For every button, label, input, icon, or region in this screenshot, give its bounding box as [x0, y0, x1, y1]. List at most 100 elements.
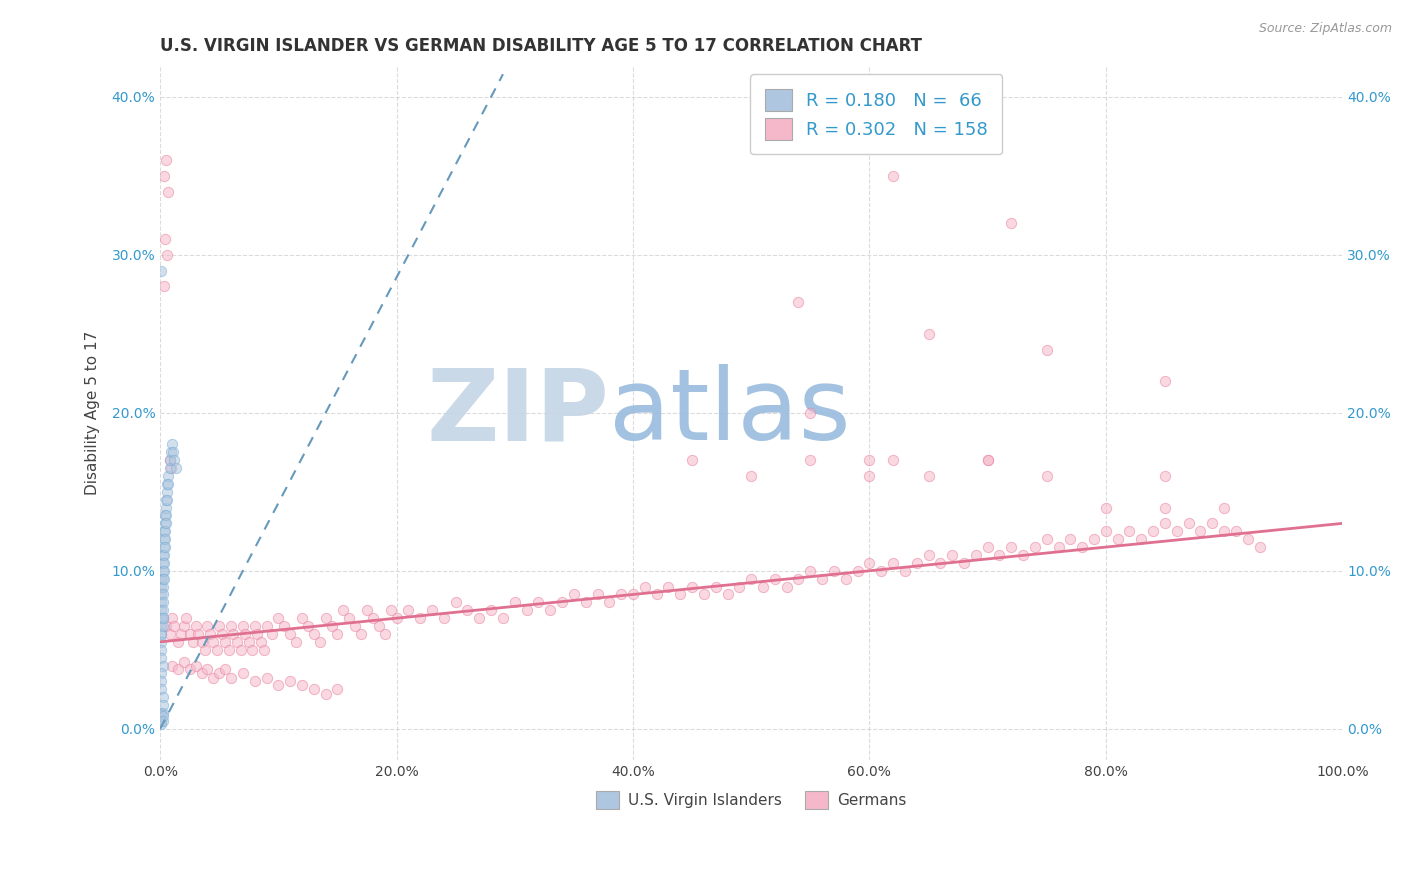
Point: [167, 662, 190, 676]
Point: [152, 619, 174, 633]
Point: [527, 595, 550, 609]
Point: [361, 611, 384, 625]
Point: [598, 595, 620, 609]
Point: [1118, 524, 1140, 539]
Point: [240, 642, 263, 657]
Point: [740, 572, 762, 586]
Point: [165, 461, 187, 475]
Point: [150, 717, 173, 731]
Point: [155, 153, 177, 167]
Point: [256, 671, 278, 685]
Point: [380, 603, 402, 617]
Point: [1083, 532, 1105, 546]
Point: [669, 587, 692, 601]
Point: [152, 556, 174, 570]
Point: [229, 642, 252, 657]
Point: [273, 619, 295, 633]
Point: [882, 556, 904, 570]
Point: [218, 642, 240, 657]
Point: [243, 619, 266, 633]
Point: [152, 169, 174, 183]
Point: [157, 476, 180, 491]
Legend: U.S. Virgin Islanders, Germans: U.S. Virgin Islanders, Germans: [591, 784, 912, 815]
Point: [988, 548, 1011, 562]
Point: [170, 627, 193, 641]
Point: [457, 603, 479, 617]
Point: [516, 603, 538, 617]
Point: [167, 635, 190, 649]
Point: [291, 677, 314, 691]
Point: [150, 666, 173, 681]
Point: [492, 611, 515, 625]
Point: [1154, 500, 1177, 515]
Point: [1107, 532, 1129, 546]
Point: [155, 508, 177, 523]
Point: [153, 532, 176, 546]
Point: [1154, 374, 1177, 388]
Point: [162, 445, 184, 459]
Point: [657, 580, 679, 594]
Point: [385, 611, 408, 625]
Text: ZIP: ZIP: [426, 364, 609, 461]
Point: [1154, 516, 1177, 531]
Point: [538, 603, 561, 617]
Point: [150, 706, 173, 720]
Point: [160, 611, 183, 625]
Point: [152, 595, 174, 609]
Point: [787, 295, 810, 310]
Point: [238, 635, 260, 649]
Point: [256, 619, 278, 633]
Point: [551, 595, 574, 609]
Point: [152, 548, 174, 562]
Point: [214, 662, 236, 676]
Point: [1154, 469, 1177, 483]
Point: [152, 709, 174, 723]
Point: [681, 580, 703, 594]
Point: [409, 611, 432, 625]
Point: [150, 635, 173, 649]
Point: [610, 587, 633, 601]
Point: [681, 453, 703, 467]
Point: [1035, 469, 1057, 483]
Point: [152, 556, 174, 570]
Point: [159, 461, 181, 475]
Point: [150, 580, 173, 594]
Point: [150, 595, 173, 609]
Point: [337, 611, 360, 625]
Point: [187, 627, 209, 641]
Point: [150, 627, 173, 641]
Point: [190, 666, 212, 681]
Point: [155, 516, 177, 531]
Point: [159, 453, 181, 467]
Point: [152, 548, 174, 562]
Point: [208, 666, 231, 681]
Point: [1035, 532, 1057, 546]
Point: [278, 627, 301, 641]
Point: [326, 627, 349, 641]
Point: [219, 619, 242, 633]
Point: [150, 627, 173, 641]
Point: [246, 627, 269, 641]
Point: [1059, 532, 1081, 546]
Point: [787, 572, 810, 586]
Point: [1047, 540, 1070, 554]
Point: [1249, 540, 1271, 554]
Point: [740, 469, 762, 483]
Point: [150, 572, 173, 586]
Text: atlas: atlas: [609, 364, 851, 461]
Point: [152, 580, 174, 594]
Point: [211, 627, 233, 641]
Point: [315, 687, 337, 701]
Point: [153, 232, 176, 246]
Point: [198, 627, 221, 641]
Point: [197, 662, 219, 676]
Point: [157, 469, 180, 483]
Point: [243, 674, 266, 689]
Point: [1177, 516, 1199, 531]
Point: [1035, 343, 1057, 357]
Point: [179, 627, 201, 641]
Point: [214, 635, 236, 649]
Point: [150, 674, 173, 689]
Point: [150, 611, 173, 625]
Point: [882, 453, 904, 467]
